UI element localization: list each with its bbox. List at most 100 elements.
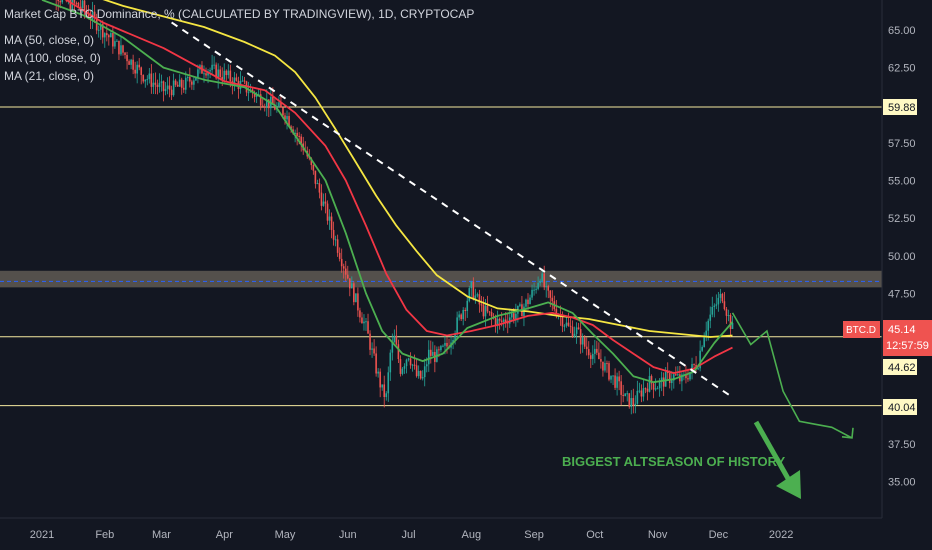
time-tick-label: Sep: [524, 529, 544, 541]
ma50-line: [64, 0, 733, 375]
candle-body: [142, 75, 145, 82]
candle-body: [458, 314, 460, 318]
candle-body: [166, 85, 169, 89]
candle-body: [511, 313, 513, 318]
candle-body: [247, 92, 250, 94]
candle-body: [405, 359, 408, 367]
candle-body: [640, 390, 643, 397]
candle-body: [391, 342, 394, 353]
price-tick-label: 50.00: [888, 251, 916, 263]
candle-body: [393, 335, 396, 343]
candle-body: [120, 45, 122, 55]
candle-body: [689, 371, 691, 380]
candle-body: [282, 107, 284, 116]
candle-body: [359, 310, 361, 318]
candle-body: [103, 33, 106, 38]
candle-body: [207, 71, 209, 76]
projection-arrowhead: [841, 427, 854, 439]
candle-body: [541, 273, 543, 281]
candle-body: [373, 348, 375, 354]
candle-body: [725, 309, 728, 316]
candle-body: [474, 295, 477, 300]
candle-body: [529, 297, 531, 305]
candle-body: [81, 0, 84, 8]
symbol-label: BTC.D: [846, 325, 876, 336]
candle-body: [624, 393, 626, 397]
candle-body: [490, 312, 493, 317]
candle-body: [476, 294, 479, 296]
candle-body: [93, 11, 96, 18]
candle-body: [355, 293, 357, 303]
candle-body: [193, 80, 195, 85]
candle-body: [713, 305, 716, 307]
candle-body: [116, 40, 118, 42]
candle-body: [456, 317, 458, 334]
candle-body: [470, 281, 473, 289]
candle-body: [349, 278, 351, 289]
candle-body: [587, 349, 590, 356]
price-axis[interactable]: 65.0062.5057.5055.0052.5050.0047.5042.50…: [888, 25, 916, 489]
candle-body: [399, 359, 402, 374]
candle-body: [128, 61, 130, 65]
candle-body: [592, 353, 594, 359]
candle-body: [687, 378, 689, 380]
level-tag-bg: [883, 99, 917, 115]
candle-body: [152, 82, 155, 87]
candle-body: [515, 313, 517, 320]
candle-body: [209, 70, 211, 72]
candle-body: [174, 80, 177, 85]
candle-body: [379, 371, 381, 388]
candle-body: [630, 398, 633, 407]
candle-body: [670, 380, 673, 384]
candle-body: [395, 335, 398, 345]
candle-body: [79, 6, 82, 8]
candle-body: [632, 398, 635, 406]
indicator-ma21[interactable]: MA (21, close, 0): [4, 69, 94, 83]
time-tick-label: 2021: [30, 529, 54, 541]
candle-body: [298, 135, 300, 137]
indicator-ma50[interactable]: MA (50, close, 0): [4, 33, 94, 47]
candle-body: [652, 383, 655, 390]
candle-body: [140, 67, 143, 76]
time-axis[interactable]: 2021 Feb Mar Apr May Jun Jul Aug Sep Oct Nov Dec 202…: [30, 529, 794, 541]
candle-body: [658, 380, 661, 389]
candle-body: [415, 365, 418, 377]
indicator-ma100[interactable]: MA (100, close, 0): [4, 51, 101, 65]
candle-body: [197, 69, 199, 78]
candle-body: [715, 304, 718, 306]
candle-body: [697, 368, 699, 370]
candle-body: [118, 40, 120, 55]
candle-body: [180, 79, 183, 88]
candle-body: [681, 374, 683, 382]
candle-body: [312, 165, 315, 171]
candle-body: [602, 361, 604, 371]
candle-body: [729, 314, 732, 330]
candle-body: [138, 64, 140, 68]
candle-body: [274, 104, 276, 110]
candle-body: [83, 0, 86, 10]
candle-body: [579, 329, 582, 345]
candle-body: [122, 45, 124, 53]
candle-body: [701, 346, 703, 351]
candle-body: [332, 229, 335, 240]
price-tick-label: 47.50: [888, 288, 916, 300]
candle-body: [330, 216, 333, 230]
down-arrow-head: [776, 470, 801, 499]
candle-body: [168, 85, 171, 90]
candle-body: [338, 252, 341, 259]
candle-body: [583, 337, 586, 347]
candle-body: [351, 283, 353, 289]
candle-body: [225, 70, 228, 76]
candle-body: [549, 290, 552, 298]
candle-body: [346, 274, 349, 279]
candle-body: [664, 371, 667, 387]
candle-body: [146, 79, 149, 81]
candle-body: [172, 80, 175, 96]
candle-body: [565, 322, 568, 326]
candle-body: [130, 59, 132, 65]
candle-body: [673, 374, 675, 381]
candle-body: [101, 24, 104, 38]
candle-body: [488, 311, 491, 313]
candle-body: [136, 64, 138, 74]
